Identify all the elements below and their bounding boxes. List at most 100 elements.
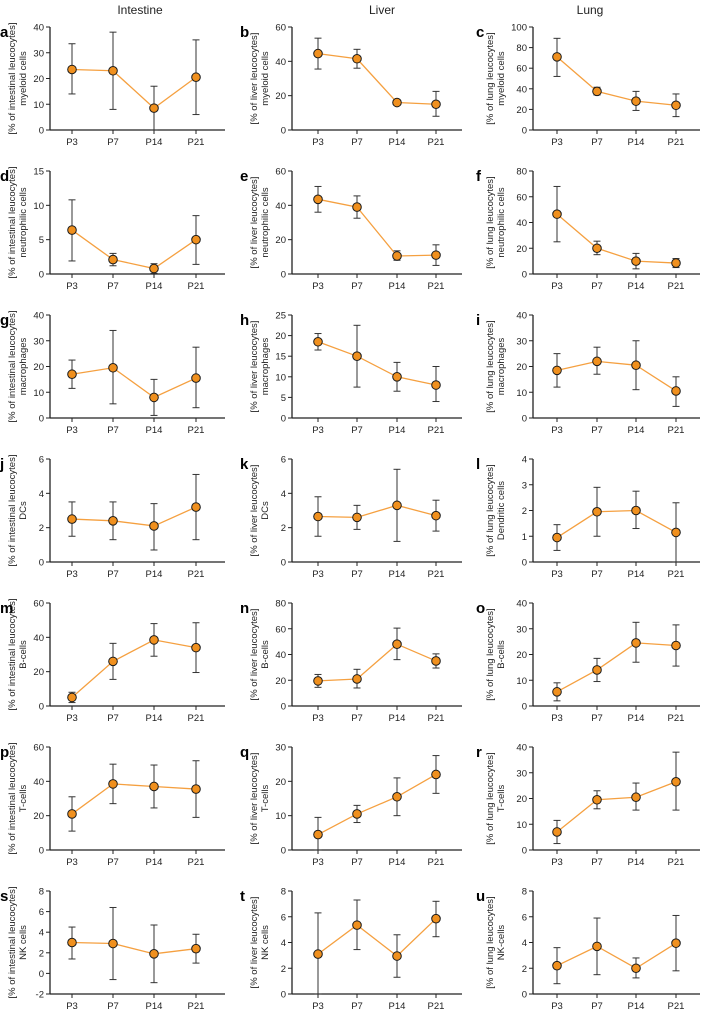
panel-letter: j: [0, 456, 4, 473]
y-axis-label: B-cells: [260, 640, 271, 669]
data-point-p14: [392, 97, 402, 108]
series-line: [317, 52, 437, 105]
data-point-p3: [67, 369, 77, 380]
data-point-p21: [431, 656, 441, 666]
x-tick-label: P3: [312, 1001, 324, 1012]
data-point-p7: [108, 516, 118, 526]
y-axis-label: [% of intestinal leucocytes]: [7, 599, 18, 711]
panel-m: m B-cells[% of intestinal leucocytes] 0 20 4…: [0, 599, 225, 724]
data-point-p14: [149, 635, 159, 645]
x-tick-label: P7: [351, 137, 363, 148]
y-tick-label: 10: [516, 820, 527, 831]
y-tick-label: 4: [39, 489, 44, 500]
x-tick-label: P7: [107, 137, 119, 148]
y-axis-label: myeloid cells: [496, 51, 507, 106]
panel-letter: r: [476, 744, 482, 761]
y-tick-label: 40: [275, 650, 286, 661]
panel-letter: e: [240, 168, 248, 185]
y-axis-label: [% of lung leucocytes]: [485, 320, 496, 412]
y-tick-label: 30: [516, 768, 527, 779]
x-tick-label: P3: [66, 137, 78, 148]
data-point-p21: [671, 386, 681, 396]
x-tick-label: P14: [146, 713, 163, 724]
y-tick-label: 0: [39, 414, 44, 425]
y-tick-label: 40: [516, 84, 527, 95]
y-tick-label: 20: [516, 105, 527, 116]
x-tick-label: P21: [428, 569, 445, 580]
data-point-p14: [149, 949, 159, 959]
data-point-p7: [352, 202, 362, 212]
y-tick-label: 40: [33, 777, 44, 788]
data-point-p3: [552, 687, 562, 697]
data-point-p14: [631, 505, 641, 516]
data-point-p21: [191, 502, 201, 512]
y-axis-label: [% of liver leucocytes]: [249, 177, 260, 269]
panel-d: d neutrophilic cells[% of intestinal leuc…: [0, 167, 225, 292]
x-tick-label: P3: [312, 713, 324, 724]
data-point-p14: [631, 638, 641, 648]
data-point-p3: [552, 365, 562, 376]
x-tick-label: P3: [312, 425, 324, 436]
y-tick-label: 30: [516, 336, 527, 347]
y-tick-label: 30: [33, 48, 44, 59]
panel-u: u NK-cells[% of lung leucocytes] 0 2 4 6 8 P3 P7…: [476, 887, 700, 1012]
panel-letter: m: [0, 600, 13, 617]
y-tick-label: 40: [275, 57, 286, 68]
y-tick-label: 20: [275, 331, 286, 342]
panel-f: f neutrophilic cells[% of lung leucocytes…: [476, 167, 700, 292]
y-tick-label: 60: [33, 599, 44, 610]
y-axis-label: [% of intestinal leucocytes]: [7, 23, 18, 135]
series-line: [556, 642, 677, 693]
series-line: [317, 341, 437, 386]
x-tick-label: P14: [628, 857, 645, 868]
x-tick-label: P14: [146, 137, 163, 148]
data-point-p3: [313, 949, 323, 959]
y-tick-label: 60: [275, 624, 286, 635]
x-tick-label: P3: [66, 281, 78, 292]
panel-s: s NK cells[% of intestinal leucocytes] -2 0…: [0, 887, 225, 1012]
data-point-p7: [352, 674, 362, 684]
panel-letter: i: [476, 312, 480, 329]
y-tick-label: 20: [275, 91, 286, 102]
x-tick-label: P21: [188, 569, 205, 580]
y-tick-label: 0: [522, 846, 527, 857]
y-axis-label: [% of lung leucocytes]: [485, 176, 496, 268]
y-tick-label: 25: [275, 311, 286, 322]
y-axis-label: neutrophilic cells: [18, 187, 29, 257]
y-tick-label: 0: [281, 270, 286, 281]
y-tick-label: 4: [281, 489, 286, 500]
x-tick-label: P14: [389, 857, 406, 868]
data-point-p3: [67, 514, 77, 524]
data-point-p3: [313, 48, 323, 59]
panel-j: j DCs[% of intestinal leucocytes] 0 2 4 6 P3 P7…: [0, 455, 225, 580]
panel-letter: h: [240, 312, 249, 329]
y-tick-label: 80: [516, 167, 527, 178]
panel-letter: u: [476, 888, 485, 905]
y-tick-label: 0: [39, 126, 44, 137]
y-tick-label: 20: [275, 777, 286, 788]
x-tick-label: P3: [551, 137, 563, 148]
y-tick-label: 2: [39, 948, 44, 959]
y-axis-label: NK cells: [18, 925, 29, 960]
data-point-p21: [671, 776, 681, 787]
y-tick-label: 20: [33, 667, 44, 678]
y-tick-label: 0: [39, 558, 44, 569]
data-point-p14: [631, 792, 641, 803]
x-tick-label: P7: [591, 137, 603, 148]
data-point-p21: [191, 234, 201, 245]
y-tick-label: 6: [281, 912, 286, 923]
y-axis-label: [% of liver leucocytes]: [249, 465, 260, 557]
y-tick-label: 0: [522, 702, 527, 713]
panel-b: b myeloid cells[% of liver leucocytes] 0 20…: [240, 23, 462, 148]
y-tick-label: 30: [275, 743, 286, 754]
y-tick-label: 40: [275, 201, 286, 212]
y-axis-label: macrophages: [496, 337, 507, 395]
panel-h: h macrophages[% of liver leucocytes] 0 5 10 1…: [240, 311, 462, 436]
y-tick-label: 4: [39, 928, 44, 939]
y-axis-label: [% of liver leucocytes]: [249, 33, 260, 125]
data-point-p7: [108, 938, 118, 949]
y-tick-label: 20: [516, 794, 527, 805]
y-tick-label: 40: [516, 599, 527, 610]
y-tick-label: 40: [516, 743, 527, 754]
